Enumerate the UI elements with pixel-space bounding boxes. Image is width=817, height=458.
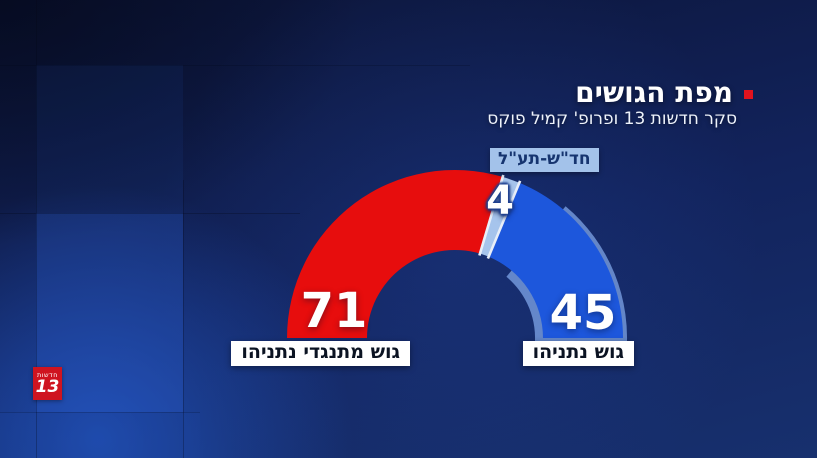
segment-separator [478, 174, 505, 256]
logo-brand-number: 13 [35, 376, 60, 397]
channel-13-news-logo: חדשות 13 [33, 367, 62, 400]
header: מפת הגושים [575, 76, 753, 109]
label-hadash-taal: חד"ש-תע"ל [490, 148, 599, 172]
value-netanyahu-bloc: 45 [549, 285, 617, 341]
page-title: מפת הגושים [575, 76, 733, 109]
poll-subtitle: סקר חדשות 13 ופרופ' קמיל פוקס [487, 109, 737, 129]
title-bullet-icon [744, 89, 753, 99]
logo-brand-text: חדשות [37, 370, 58, 379]
segment-hadash-taal [480, 176, 520, 257]
segment-anti-netanyahu-bloc [286, 169, 503, 338]
label-netanyahu-bloc: גוש נתניהו [522, 341, 634, 366]
label-anti-netanyahu-bloc: גוש מתנגדי נתניהו [231, 341, 410, 366]
segment-netanyahu-bloc [488, 182, 623, 338]
segment-separator [486, 180, 522, 259]
value-anti-netanyahu-bloc: 71 [300, 283, 368, 339]
value-hadash-taal: 4 [486, 178, 514, 224]
